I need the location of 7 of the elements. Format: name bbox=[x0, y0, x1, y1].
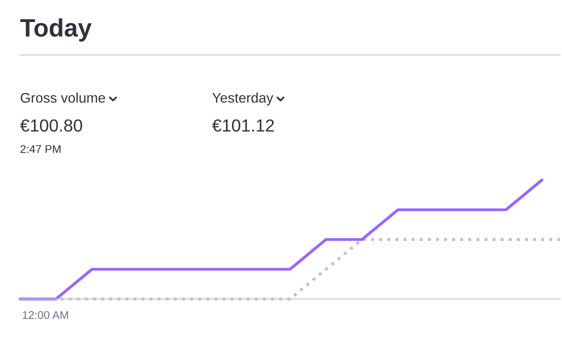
text: Gross volume bbox=[20, 92, 106, 103]
text: 12:00 AM bbox=[22, 311, 68, 319]
chart-title: Today bbox=[20, 18, 92, 42]
text: €101.12 bbox=[212, 119, 274, 132]
text: €100.80 bbox=[20, 119, 82, 132]
text: 2:47 PM bbox=[20, 145, 60, 153]
text: Yesterday bbox=[212, 92, 274, 106]
